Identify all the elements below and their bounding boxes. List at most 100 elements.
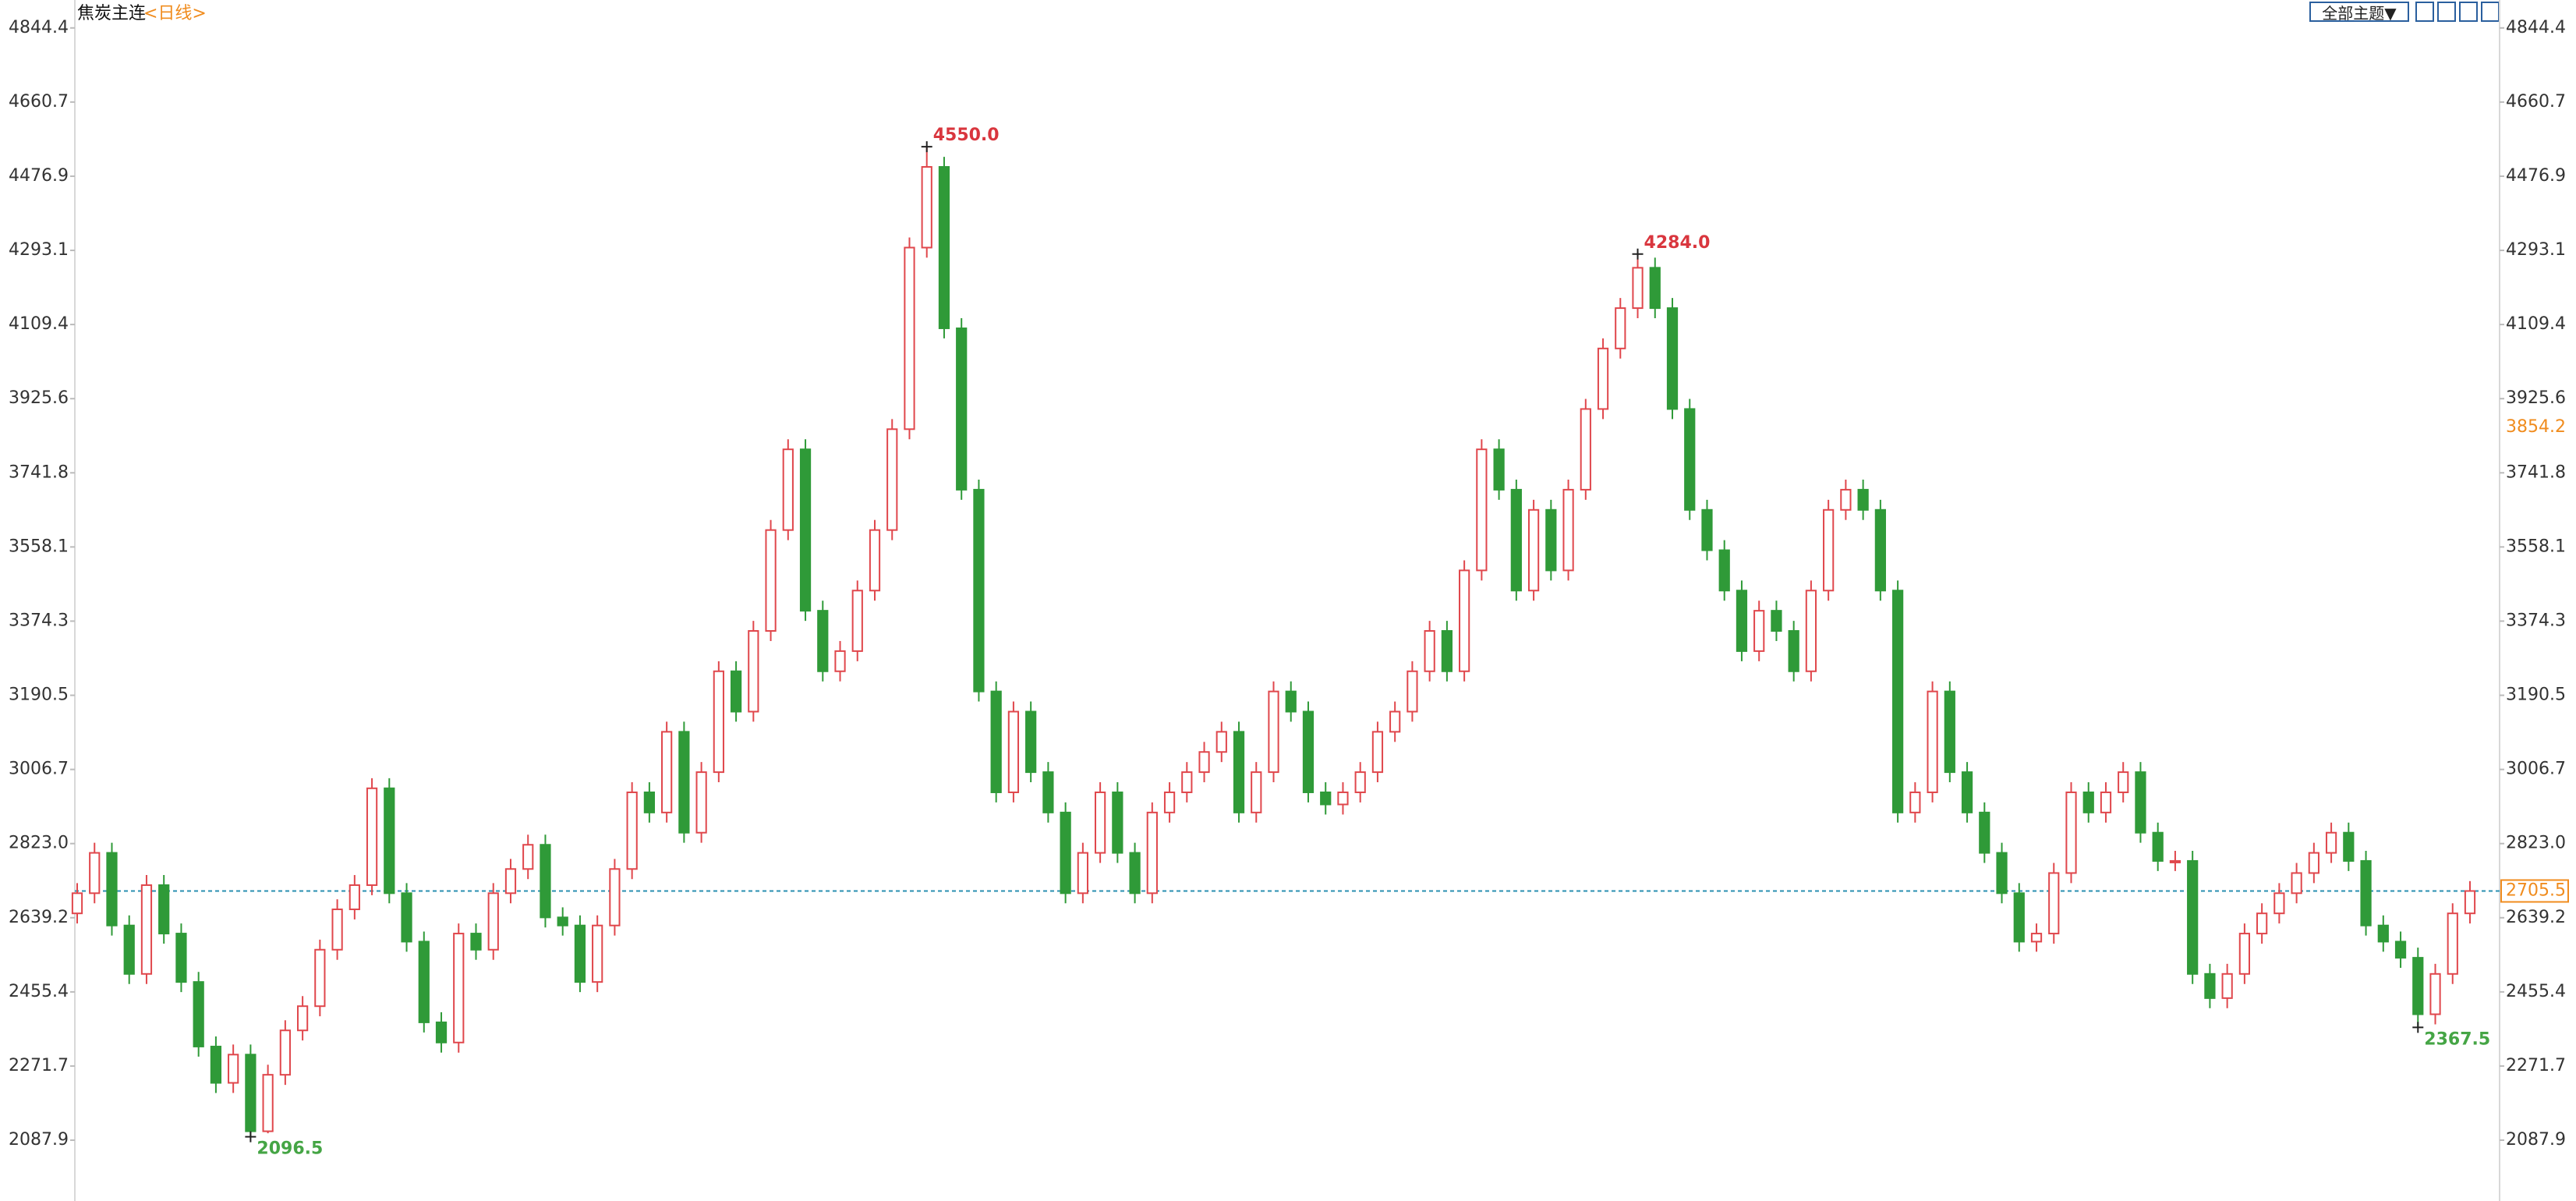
extreme-label: 4284.0 [1644, 233, 1711, 253]
y-tick-label: 3190.5 [9, 686, 69, 705]
candle-body [1649, 267, 1661, 310]
candle-body [123, 924, 135, 975]
candle-body [1874, 508, 1886, 592]
candle-body [2360, 859, 2372, 926]
candle-body [2048, 872, 2060, 935]
candle-body [730, 670, 742, 713]
candle-body [540, 844, 551, 919]
right-marker-label: 3854.2 [2506, 417, 2566, 437]
candle-body [1337, 791, 1349, 806]
last-price-box [2500, 879, 2569, 903]
candle-body [435, 1021, 448, 1043]
candle-body [366, 787, 378, 886]
candle-body [1285, 690, 1297, 713]
candle-body [1615, 307, 1626, 349]
y-tick-label: 4109.4 [9, 314, 69, 334]
candle-body [2464, 890, 2476, 915]
candle-body [1944, 690, 1955, 774]
y-tick-label: 2087.9 [9, 1130, 69, 1150]
candle-body [1996, 852, 2008, 895]
candle-body [2082, 791, 2094, 813]
candle-body [1025, 710, 1037, 774]
candle-body [1198, 751, 1210, 774]
candle-body [228, 1054, 239, 1084]
candle-body [1857, 488, 1869, 511]
candle-body [2065, 791, 2077, 874]
candle-body [1736, 590, 1748, 652]
candle-body [2325, 831, 2337, 854]
candle-body [210, 1045, 222, 1084]
y-tick-label: 4844.4 [9, 18, 69, 37]
extreme-label: 2367.5 [2424, 1029, 2490, 1049]
candle-body [1823, 508, 1835, 592]
candle-body [349, 884, 360, 911]
tool-icon[interactable] [2459, 2, 2478, 22]
candle-body [1510, 488, 1522, 592]
candle-body [609, 868, 621, 926]
candle-body [695, 771, 707, 834]
candle-body [1909, 791, 1921, 813]
candle-body [2100, 791, 2112, 813]
candle-body [2152, 831, 2164, 862]
candle-body [2169, 859, 2181, 863]
candle-body [990, 690, 1002, 793]
candle-body [2030, 933, 2043, 943]
tool-icon[interactable] [2415, 2, 2434, 22]
candle-body [2221, 972, 2233, 999]
candle-body [1077, 852, 1088, 895]
candle-body [938, 165, 950, 329]
candle-body [1597, 347, 1609, 410]
candle-body [904, 246, 915, 430]
y-tick-label: 4109.4 [2506, 314, 2566, 334]
candle-body [557, 916, 568, 926]
candle-body [2291, 872, 2302, 895]
candle-body [713, 670, 724, 774]
tool-icon[interactable] [2481, 2, 2500, 22]
candle-body [1320, 791, 1332, 806]
candle-body [1891, 590, 1904, 813]
candle-body [1476, 448, 1488, 572]
candle-body [817, 610, 829, 672]
theme-button[interactable]: 全部主题▼ [2309, 2, 2409, 23]
candle-body [1146, 811, 1158, 895]
candle-body [470, 933, 482, 951]
candle-body [1459, 569, 1470, 672]
candle-body [1753, 610, 1765, 652]
y-tick-label: 2271.7 [2506, 1056, 2566, 1075]
candle-body [1181, 771, 1193, 793]
y-tick-label: 3925.6 [2506, 388, 2566, 408]
candle-body [973, 488, 985, 693]
candle-body [643, 791, 656, 813]
extreme-marker [2412, 1022, 2424, 1033]
candle-body [2135, 771, 2146, 834]
y-tick-label: 3741.8 [2506, 462, 2566, 482]
candle-body [487, 892, 499, 951]
candle-body [522, 844, 534, 870]
candle-body [504, 868, 517, 895]
y-tick-label: 4660.7 [2506, 92, 2566, 112]
candle-body [886, 428, 898, 531]
candle-body [1527, 508, 1540, 592]
extreme-label: 4550.0 [933, 126, 1000, 145]
candle-body [2238, 933, 2251, 975]
y-tick-label: 3190.5 [2506, 686, 2566, 705]
y-tick-label: 2639.2 [9, 908, 69, 927]
y-tick-label: 3374.3 [2506, 611, 2566, 630]
candle-body [1407, 670, 1418, 713]
candle-body [592, 924, 603, 983]
period-label: <日线> [143, 4, 207, 23]
candle-body [2412, 957, 2424, 1015]
candle-body [2187, 859, 2199, 975]
y-tick-label: 3558.1 [2506, 537, 2566, 556]
candle-body [2429, 972, 2441, 1015]
candle-body [1979, 811, 1990, 854]
y-tick-label: 3741.8 [9, 462, 69, 482]
candle-body [384, 787, 395, 895]
candle-body [1632, 267, 1644, 310]
tool-icon[interactable] [2437, 2, 2456, 22]
y-tick-label: 3558.1 [9, 537, 69, 556]
candle-body [1493, 448, 1505, 491]
candle-body [661, 731, 673, 813]
candle-body [1129, 852, 1141, 895]
candle-body [678, 731, 690, 834]
